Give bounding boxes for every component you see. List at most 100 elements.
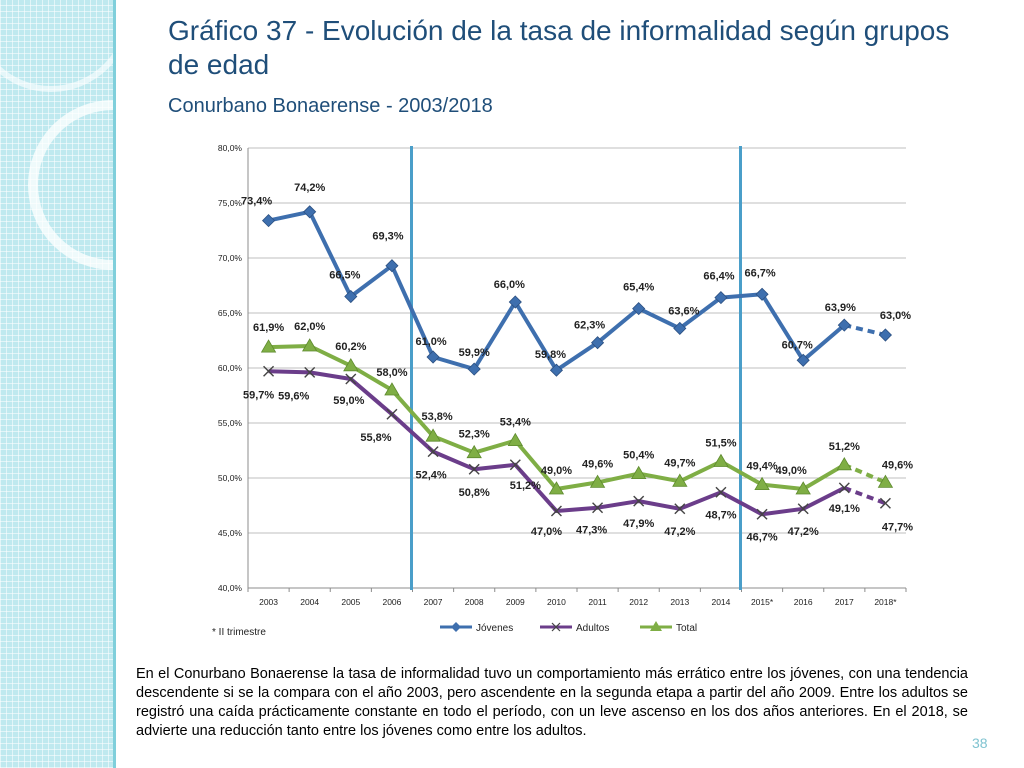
data-label-adultos: 47,2% xyxy=(788,526,819,538)
data-point-adultos xyxy=(756,508,768,520)
line-chart: 40,0% 45,0% 50,0% 55,0% 60,0% 65,0% 70,0% 75,0%… xyxy=(212,143,913,638)
data-point-jovenes xyxy=(714,291,728,305)
data-label-total: 49,0% xyxy=(776,465,807,477)
x-tick-label: 2014 xyxy=(711,597,730,607)
legend-marker xyxy=(551,622,561,632)
data-point-x-stroke xyxy=(386,408,398,420)
data-label-jovenes: 69,3% xyxy=(372,231,403,243)
data-point-adultos xyxy=(263,365,275,377)
data-label-total: 49,7% xyxy=(664,457,695,469)
x-tick-label: 2003 xyxy=(259,597,278,607)
slide-subtitle: Conurbano Bonaerense - 2003/2018 xyxy=(168,95,493,117)
data-label-total: 53,8% xyxy=(421,411,452,423)
page-number: 38 xyxy=(972,735,988,751)
x-tick-label: 2004 xyxy=(300,597,319,607)
data-point-adultos xyxy=(386,408,398,420)
data-label-total: 49,4% xyxy=(746,461,777,473)
data-label-adultos: 47,2% xyxy=(664,526,695,538)
data-point-x-stroke xyxy=(468,463,480,475)
y-tick-label: 65,0% xyxy=(218,308,243,318)
data-label-jovenes: 66,0% xyxy=(494,279,525,291)
data-point-jovenes xyxy=(673,321,687,335)
x-tick-label: 2012 xyxy=(629,597,648,607)
data-point-x-stroke xyxy=(263,365,275,377)
x-tick-label: 2015* xyxy=(751,597,774,607)
data-point-adultos xyxy=(304,366,316,378)
data-point-jovenes xyxy=(303,205,317,219)
legend-marker xyxy=(650,621,662,631)
data-point-jovenes xyxy=(549,363,564,377)
data-point-total xyxy=(836,457,853,471)
data-point-total xyxy=(507,432,524,447)
data-label-jovenes: 63,9% xyxy=(825,302,856,314)
data-label-jovenes: 63,6% xyxy=(668,305,699,317)
data-label-total: 49,0% xyxy=(541,465,572,477)
data-label-jovenes: 60,7% xyxy=(782,339,813,351)
data-point-x-stroke xyxy=(427,446,439,458)
data-label-jovenes: 59,8% xyxy=(535,349,566,361)
data-point-jovenes xyxy=(467,362,481,376)
data-point-jovenes xyxy=(385,259,399,273)
data-point-x-stroke xyxy=(592,502,604,514)
data-point-adultos xyxy=(797,503,809,515)
data-point-adultos xyxy=(633,495,645,507)
data-point-total xyxy=(548,481,565,495)
data-label-jovenes: 65,4% xyxy=(623,282,654,294)
y-tick-label: 60,0% xyxy=(218,363,243,373)
data-point-total xyxy=(343,358,359,372)
data-label-adultos: 47,0% xyxy=(531,526,562,538)
data-label-total: 51,5% xyxy=(705,438,736,450)
data-label-total: 53,4% xyxy=(500,417,531,429)
data-point-jovenes xyxy=(590,336,605,350)
data-label-jovenes: 73,4% xyxy=(241,196,272,208)
x-tick-label: 2013 xyxy=(670,597,689,607)
data-label-jovenes: 66,4% xyxy=(703,271,734,283)
data-point-total xyxy=(672,473,688,487)
data-point-x-stroke xyxy=(715,486,727,498)
data-point-total xyxy=(877,474,894,488)
data-label-adultos: 48,7% xyxy=(705,509,736,521)
x-tick-label: 2017 xyxy=(835,597,854,607)
data-point-x-stroke xyxy=(345,373,357,385)
data-label-jovenes: 66,7% xyxy=(744,267,775,279)
data-label-adultos: 52,4% xyxy=(415,470,446,482)
data-point-adultos xyxy=(715,486,727,498)
data-label-total: 58,0% xyxy=(376,367,407,379)
decorative-ring xyxy=(28,100,113,270)
data-point-adultos xyxy=(674,503,686,515)
data-label-jovenes: 66,5% xyxy=(329,270,360,282)
y-tick-label: 70,0% xyxy=(218,253,243,263)
data-label-total: 50,4% xyxy=(623,450,654,462)
band-divider xyxy=(113,0,116,768)
data-label-total: 61,9% xyxy=(253,322,284,334)
data-label-total: 60,2% xyxy=(335,341,366,353)
x-tick-label: 2018* xyxy=(874,597,897,607)
data-label-total: 52,3% xyxy=(459,429,490,441)
decorative-ring xyxy=(0,0,113,92)
data-point-total xyxy=(589,474,606,488)
chart-footnote: * II trimestre xyxy=(212,627,266,638)
data-point-x-stroke xyxy=(756,508,768,520)
data-label-adultos: 47,9% xyxy=(623,518,654,530)
decorative-side-band xyxy=(0,0,113,768)
data-point-x-stroke xyxy=(633,495,645,507)
slide-title: Gráfico 37 - Evolución de la tasa de inf… xyxy=(168,15,950,80)
data-label-total: 62,0% xyxy=(294,321,325,333)
data-label-adultos: 50,8% xyxy=(459,487,490,499)
data-point-x-stroke xyxy=(509,459,521,471)
data-point-adultos xyxy=(838,482,850,494)
legend-label: Adultos xyxy=(576,623,609,634)
data-label-adultos: 47,3% xyxy=(576,525,607,537)
data-point-total xyxy=(466,444,482,459)
data-label-jovenes: 74,2% xyxy=(294,182,325,194)
data-label-adultos: 59,0% xyxy=(333,395,364,407)
x-tick-label: 2010 xyxy=(547,597,566,607)
data-label-total: 51,2% xyxy=(829,441,860,453)
data-point-jovenes xyxy=(796,353,810,367)
data-point-total xyxy=(301,338,318,352)
data-label-adultos: 59,6% xyxy=(278,390,309,402)
data-point-adultos xyxy=(427,446,439,458)
x-tick-label: 2005 xyxy=(341,597,360,607)
data-point-adultos xyxy=(592,502,604,514)
data-point-total xyxy=(630,465,647,480)
